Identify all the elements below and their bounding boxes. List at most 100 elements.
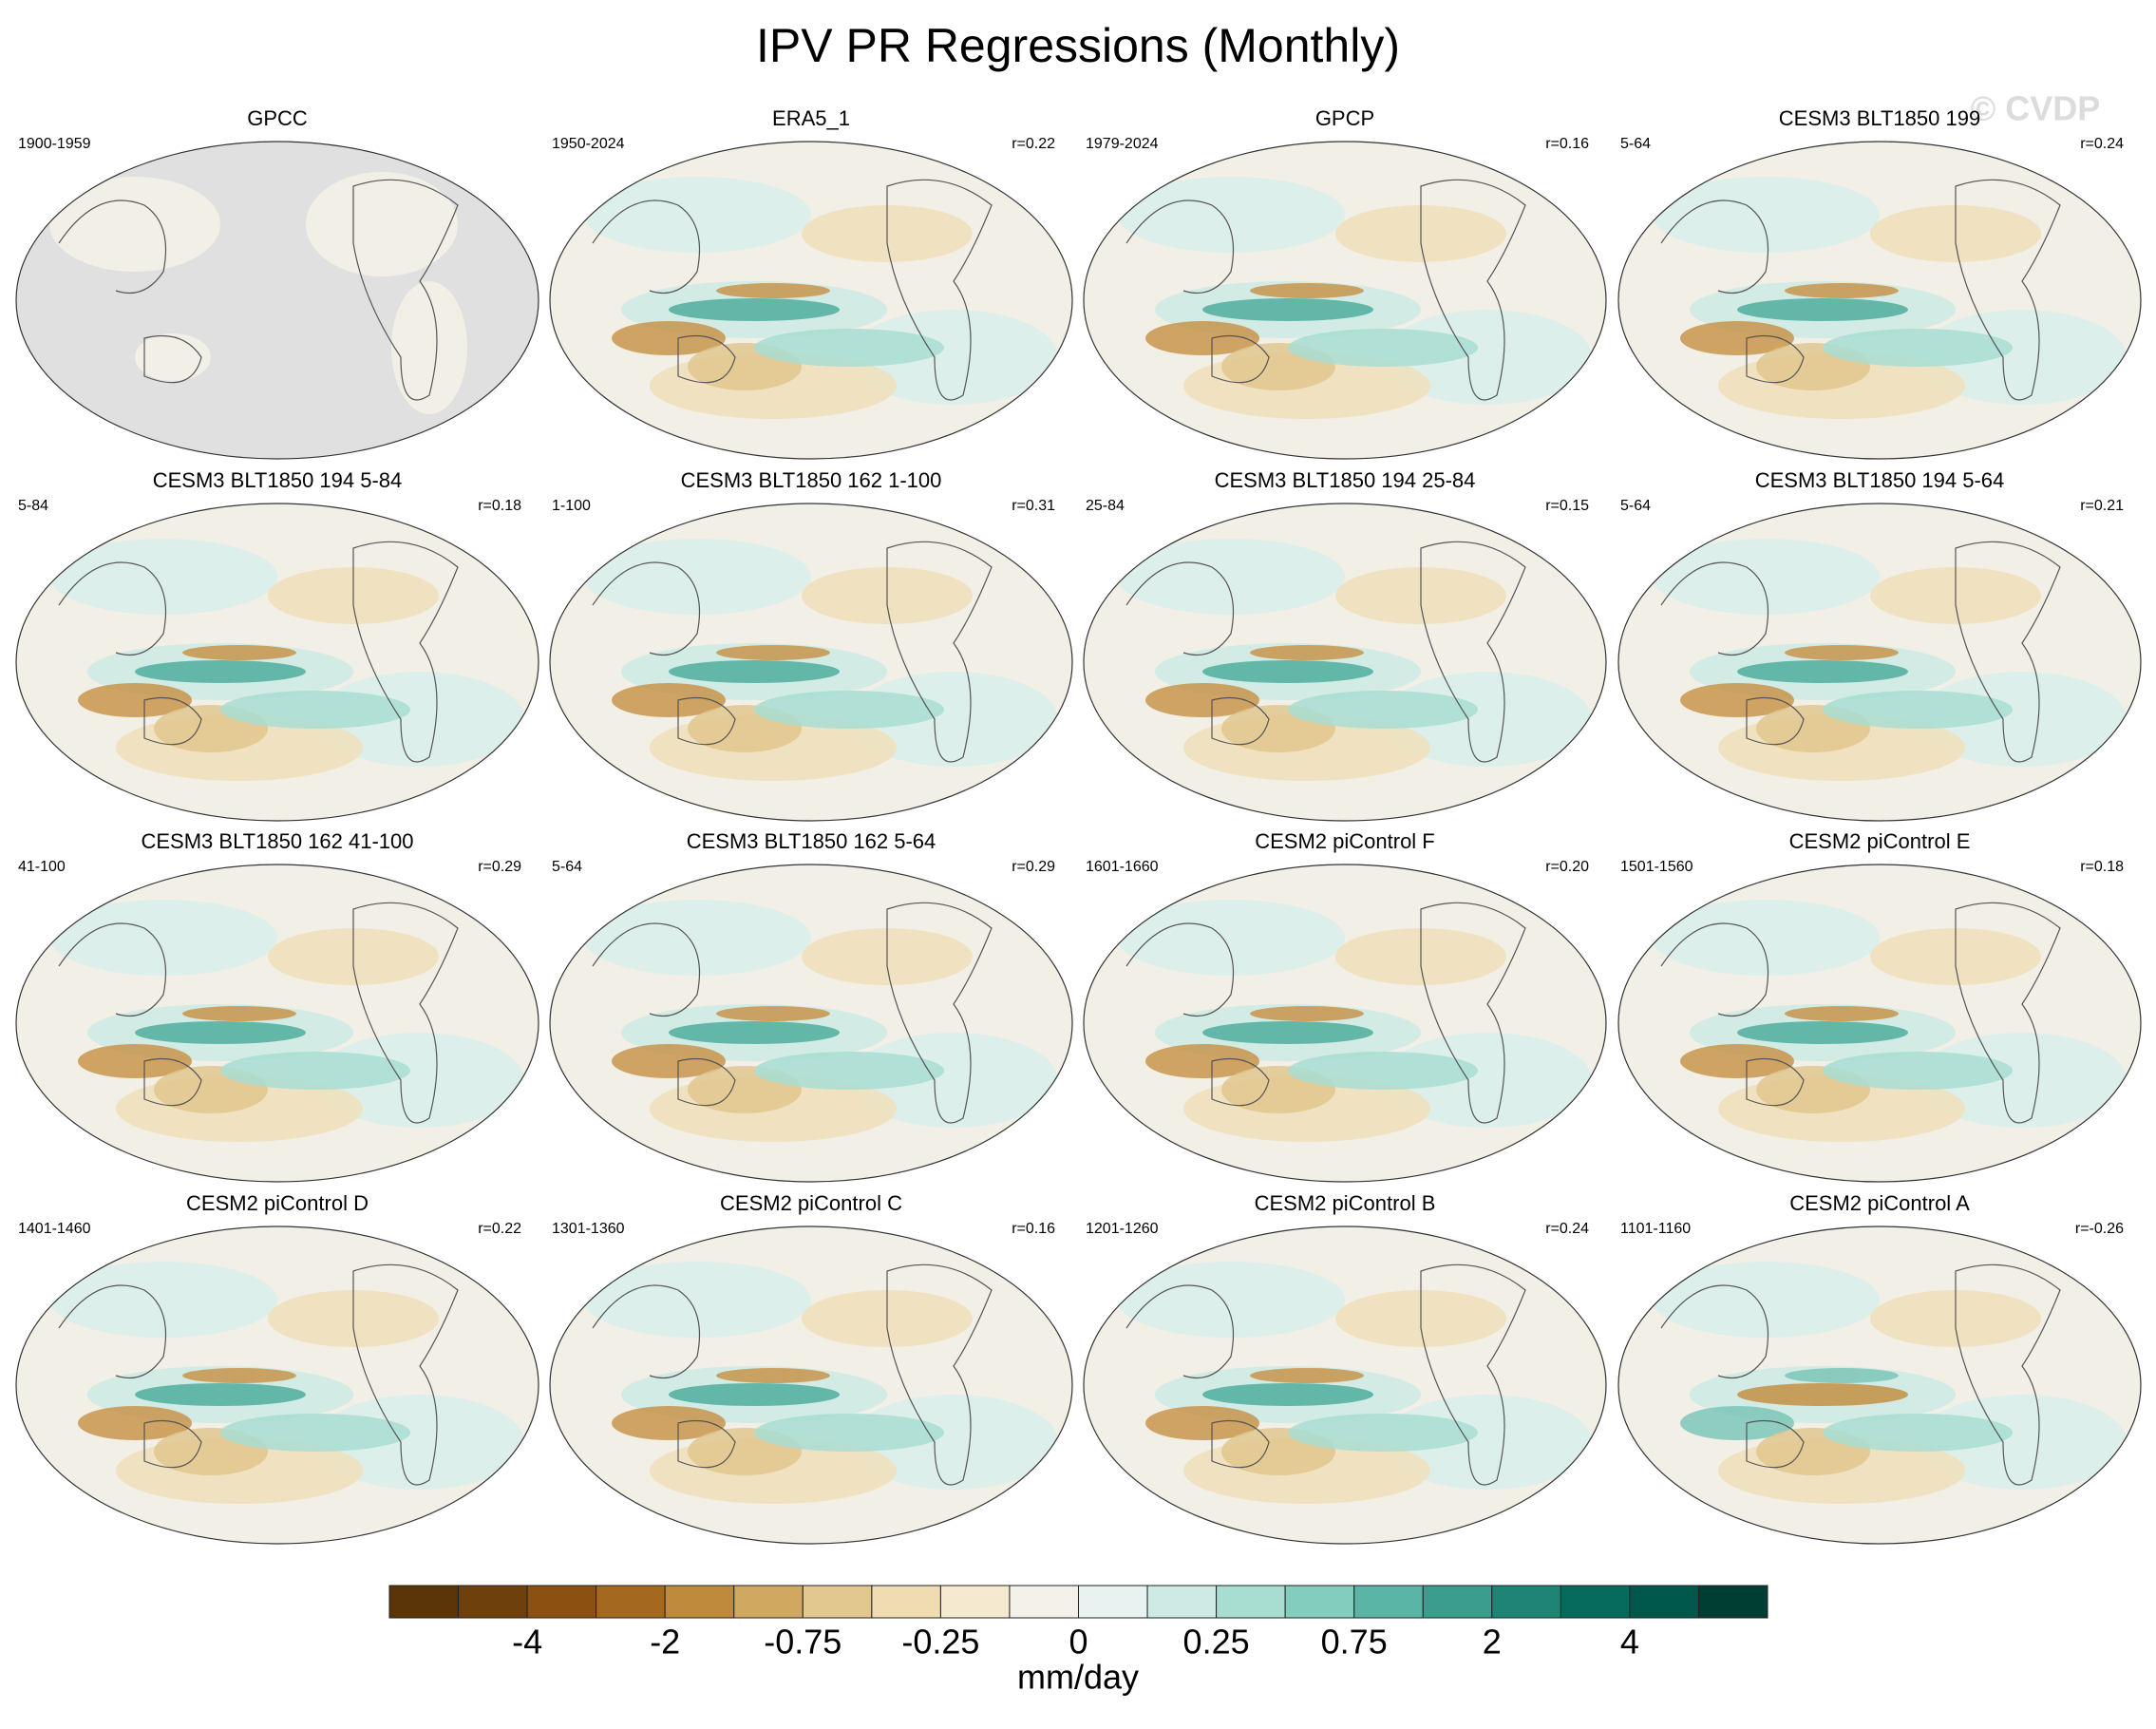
- map-shading: [182, 645, 296, 660]
- map-field: [583, 539, 1058, 781]
- panel-period: 1301-1360: [552, 1221, 625, 1237]
- map-shading: [1288, 1052, 1478, 1090]
- colorbar-label: 0: [1069, 1623, 1087, 1662]
- panel-period: 1979-2024: [1086, 136, 1159, 152]
- panel-correlation: r=0.15: [1545, 498, 1589, 514]
- coastline: [592, 1264, 993, 1486]
- coastline: [1125, 179, 1526, 401]
- panel-period: 1101-1160: [1620, 1221, 1691, 1237]
- panel-title: GPCP: [1315, 106, 1374, 130]
- map-shading: [49, 1262, 277, 1338]
- panel-title: CESM2 piControl C: [720, 1191, 902, 1215]
- panel-title: CESM3 BLT1850 162 1-100: [681, 468, 942, 492]
- map-panel: CESM3 BLT1850 194 5-84 5-84 r=0.18: [15, 468, 539, 822]
- map-shading: [669, 660, 840, 683]
- coastline: [58, 1264, 459, 1486]
- coastline: [1125, 902, 1526, 1124]
- panel-title: CESM2 piControl F: [1255, 829, 1435, 853]
- map-shading: [1145, 1406, 1259, 1440]
- map-shading: [1145, 1044, 1259, 1078]
- map-panel: CESM2 piControl D 1401-1460 r=0.22: [15, 1191, 539, 1545]
- map-panel: GPCC 1900-1959: [15, 106, 539, 460]
- coastline: [58, 902, 459, 1124]
- panel-correlation: r=0.20: [1545, 859, 1589, 875]
- map-shading: [220, 1414, 410, 1452]
- panel-correlation: r=0.31: [1012, 498, 1055, 514]
- colorbar-label: 0.75: [1321, 1623, 1388, 1662]
- panel-title: CESM3 BLT1850 162 41-100: [142, 829, 414, 853]
- map-shading: [1823, 1052, 2013, 1090]
- colorbar-label: -2: [650, 1623, 680, 1662]
- map-shading: [1117, 177, 1345, 253]
- panel-correlation: r=0.29: [1012, 859, 1055, 875]
- map-shading: [1652, 539, 1880, 615]
- map-panel: GPCP 1979-2024 r=0.16: [1083, 106, 1607, 460]
- map-shading: [716, 645, 830, 660]
- map-shading: [182, 1006, 296, 1021]
- panel-title: GPCC: [247, 106, 308, 130]
- map-shading: [1823, 329, 2013, 367]
- map-shading: [78, 1044, 192, 1078]
- map-shading: [1823, 691, 2013, 729]
- map-shading: [135, 1021, 306, 1044]
- map-panel: CESM2 piControl E 1501-1560 r=0.18: [1617, 829, 2142, 1183]
- colorbar-box: [1560, 1585, 1631, 1619]
- panel-title: CESM3 BLT1850 194 5-84: [153, 468, 403, 492]
- coastline: [1660, 902, 2061, 1124]
- panel-title: CESM3 BLT1850 194 25-84: [1215, 468, 1476, 492]
- map-shading: [716, 1006, 830, 1021]
- map-field: [1652, 177, 2127, 419]
- map-field: [49, 172, 467, 414]
- panel-period: 1-100: [552, 498, 591, 514]
- map-shading: [1202, 1021, 1373, 1044]
- colorbar-box: [939, 1585, 1011, 1619]
- panel-title: ERA5_1: [772, 106, 850, 130]
- map-shading: [583, 177, 811, 253]
- panel-period: 1501-1560: [1620, 859, 1693, 875]
- land: [49, 177, 220, 272]
- panel-correlation: r=0.16: [1012, 1221, 1055, 1237]
- map-panel: CESM2 piControl C 1301-1360 r=0.16: [549, 1191, 1073, 1545]
- map-shading: [754, 691, 944, 729]
- colorbar-box: [388, 1585, 460, 1619]
- panel-correlation: r=0.22: [1012, 136, 1055, 152]
- panel-title: CESM2 piControl B: [1255, 1191, 1436, 1215]
- map-shading: [1737, 1021, 1908, 1044]
- map-shading: [754, 1414, 944, 1452]
- map-outline: [1617, 141, 2142, 460]
- map-outline: [549, 503, 1073, 822]
- map-field: [49, 539, 524, 781]
- map-shading: [669, 1383, 840, 1406]
- map-shading: [1785, 1368, 1899, 1383]
- map-shading: [612, 1044, 726, 1078]
- panel-correlation: r=0.24: [1545, 1221, 1589, 1237]
- map-field: [49, 1262, 524, 1504]
- map-shading: [754, 1052, 944, 1090]
- coastline: [1660, 1264, 2061, 1486]
- map-shading: [1288, 1414, 1478, 1452]
- coastline: [592, 541, 993, 763]
- map-shading: [1652, 900, 1880, 976]
- map-outline: [1617, 864, 2142, 1183]
- map-shading: [1785, 645, 1899, 660]
- map-shading: [1737, 660, 1908, 683]
- map-shading: [1202, 1383, 1373, 1406]
- map-panel: CESM2 piControl B 1201-1260 r=0.24: [1083, 1191, 1607, 1545]
- colorbar-label: 2: [1483, 1623, 1502, 1662]
- map-shading: [135, 1383, 306, 1406]
- map-shading: [1250, 645, 1364, 660]
- map-shading: [669, 1021, 840, 1044]
- map-outline: [15, 864, 539, 1183]
- map-outline: [1617, 1226, 2142, 1545]
- map-shading: [1250, 1006, 1364, 1021]
- map-shading: [1288, 691, 1478, 729]
- colorbar-box: [1422, 1585, 1493, 1619]
- colorbar-box: [596, 1585, 666, 1619]
- map-shading: [612, 321, 726, 355]
- map-panel: CESM2 piControl A 1101-1160 r=-0.26: [1617, 1191, 2142, 1545]
- panel-correlation: r=0.22: [478, 1221, 521, 1237]
- map-panel: CESM3 BLT1850 194 25-84 25-84 r=0.15: [1083, 468, 1607, 822]
- coastline: [1125, 1264, 1526, 1486]
- colorbar-box: [733, 1585, 804, 1619]
- map-shading: [220, 1052, 410, 1090]
